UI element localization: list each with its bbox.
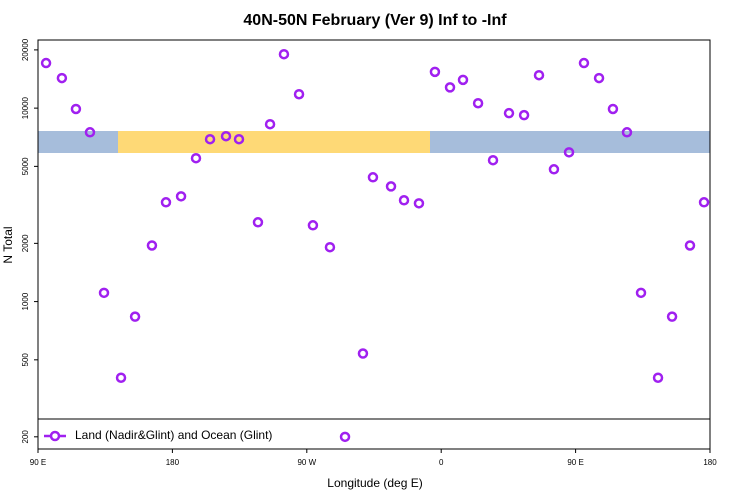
point — [160, 197, 172, 208]
point — [444, 82, 456, 93]
legend-label: Land (Nadir&Glint) and Ocean (Glint) — [75, 428, 272, 442]
point — [413, 198, 425, 209]
point — [233, 133, 245, 145]
y-tick-label: 20000 — [21, 38, 30, 61]
point — [429, 66, 441, 78]
point — [324, 241, 336, 253]
point — [204, 133, 216, 145]
point — [472, 97, 484, 109]
y-tick-label: 1000 — [21, 292, 30, 310]
y-tick-label: 500 — [21, 353, 30, 367]
point — [621, 127, 633, 138]
point — [339, 431, 351, 443]
x-tick-label: 90 E — [30, 458, 46, 467]
point — [293, 88, 305, 100]
point — [367, 172, 379, 183]
chart-title: 40N-50N February (Ver 9) Inf to -Inf — [243, 12, 507, 29]
point — [593, 72, 605, 84]
point — [635, 287, 647, 299]
point — [190, 152, 202, 164]
plot-frame — [37, 39, 711, 450]
point — [398, 195, 410, 206]
point — [175, 191, 187, 202]
point — [84, 127, 96, 138]
point — [548, 164, 560, 175]
point — [607, 103, 619, 115]
x-axis-label: Longitude (deg E) — [327, 476, 422, 490]
point — [578, 57, 590, 69]
x-tick-label: 90 E — [567, 458, 583, 467]
map-strip — [38, 131, 710, 153]
point — [357, 348, 369, 359]
y-tick-label: 2000 — [21, 234, 30, 252]
point — [698, 197, 710, 208]
point — [652, 372, 664, 383]
point — [307, 220, 319, 231]
point — [518, 109, 530, 121]
x-tick-label: 180 — [703, 458, 717, 467]
x-tick-label: 180 — [166, 458, 180, 467]
point — [264, 118, 276, 130]
point — [684, 240, 696, 251]
legend-marker — [49, 430, 61, 442]
point — [98, 287, 110, 299]
point — [385, 181, 397, 192]
y-tick-label: 5000 — [21, 157, 30, 175]
x-tick-label: 90 W — [297, 458, 316, 467]
point — [252, 217, 264, 228]
y-tick-label: 200 — [21, 430, 30, 444]
point — [487, 154, 499, 166]
point — [533, 69, 545, 81]
point — [457, 74, 469, 86]
point — [220, 130, 232, 142]
point — [563, 147, 575, 158]
point — [278, 48, 290, 60]
point — [115, 372, 127, 383]
point — [129, 311, 141, 322]
point — [40, 57, 52, 69]
point — [56, 72, 68, 84]
y-tick-label: 10000 — [21, 96, 30, 119]
point — [666, 311, 678, 322]
point — [503, 107, 515, 119]
y-axis-label: N Total — [1, 226, 15, 263]
x-tick-label: 0 — [439, 458, 444, 467]
point — [146, 240, 158, 251]
point — [70, 103, 82, 115]
